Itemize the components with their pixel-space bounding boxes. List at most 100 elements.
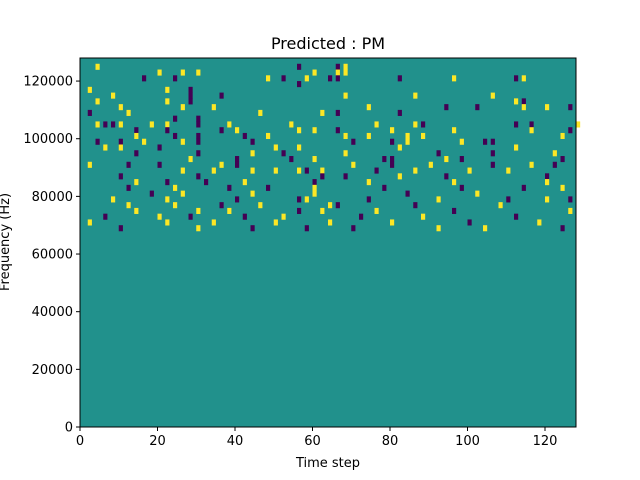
heatmap-cell — [397, 75, 402, 82]
heatmap-cell — [180, 138, 185, 145]
heatmap-cell — [118, 138, 123, 145]
y-axis-ticks: 0 20000 40000 60000 80000 100000 120000 — [23, 75, 80, 436]
heatmap-cell — [250, 225, 255, 232]
heatmap-cell — [413, 92, 418, 99]
heatmap-cell — [165, 196, 170, 203]
heatmap-cell — [521, 75, 526, 82]
heatmap-cell — [126, 161, 131, 168]
heatmap-cell — [211, 104, 216, 111]
heatmap-cell — [188, 156, 193, 163]
heatmap-cell — [126, 184, 131, 191]
heatmap-cell — [312, 127, 317, 134]
heatmap-cell — [545, 179, 550, 186]
heatmap-cell — [157, 213, 162, 220]
heatmap-cell — [366, 104, 371, 111]
heatmap-cell — [227, 121, 232, 128]
heatmap-cell — [196, 69, 201, 76]
heatmap-cell — [568, 104, 573, 111]
heatmap-cell — [413, 167, 418, 174]
heatmap-cell — [452, 75, 457, 82]
heatmap-cell — [335, 69, 340, 76]
heatmap-cell — [219, 127, 224, 134]
heatmap-cell — [126, 202, 131, 209]
heatmap-cell — [483, 225, 488, 232]
heatmap-cell — [390, 219, 395, 226]
heatmap-cell — [452, 179, 457, 186]
heatmap-cell — [568, 127, 573, 134]
heatmap-cell — [312, 190, 317, 197]
heatmap-cell — [421, 132, 426, 140]
heatmap-cell — [173, 115, 178, 122]
heatmap-cell — [529, 127, 534, 134]
heatmap-cell — [149, 190, 154, 197]
x-tick-label: 60 — [304, 434, 321, 449]
heatmap-cell — [397, 109, 402, 116]
heatmap-cell — [459, 184, 464, 191]
heatmap-cell — [552, 161, 557, 168]
heatmap-cell — [483, 138, 488, 145]
heatmap-cell — [568, 196, 573, 203]
x-tick-label: 40 — [227, 434, 244, 449]
heatmap-cell — [343, 173, 348, 180]
heatmap-cell — [250, 138, 255, 145]
heatmap-cell — [475, 190, 480, 197]
heatmap-cell — [374, 121, 379, 128]
heatmap-cell — [560, 156, 565, 163]
heatmap-cell — [390, 127, 395, 134]
heatmap-cell — [560, 184, 565, 191]
heatmap-cell — [366, 196, 371, 203]
heatmap-cell — [165, 179, 170, 186]
plot-frame — [79, 57, 577, 428]
heatmap-cell — [242, 179, 247, 186]
heatmap-cell — [165, 219, 170, 226]
heatmap-cell — [173, 202, 178, 209]
heatmap-cell — [452, 207, 457, 214]
heatmap-cell — [304, 225, 309, 232]
heatmap-cell — [490, 92, 495, 99]
heatmap-cell — [157, 161, 162, 168]
heatmap-cell — [343, 69, 348, 76]
heatmap-cell — [366, 179, 371, 186]
x-tick-label: 120 — [533, 434, 558, 449]
heatmap-cell — [188, 92, 193, 99]
heatmap-cell — [320, 207, 325, 214]
heatmap-cell — [382, 184, 387, 191]
heatmap-cell — [173, 132, 178, 140]
heatmap-cell — [134, 150, 139, 157]
heatmap-cell — [266, 132, 271, 140]
heatmap-cell — [134, 127, 139, 134]
heatmap-cell — [242, 132, 247, 140]
heatmap-cell — [320, 109, 325, 116]
heatmap-cell — [521, 104, 526, 111]
heatmap-cell — [390, 161, 395, 168]
heatmap-cell — [87, 86, 92, 93]
heatmap-cell — [304, 167, 309, 174]
heatmap-cell — [343, 132, 348, 140]
heatmap-cell — [95, 138, 100, 145]
x-axis-label: Time step — [295, 456, 360, 471]
heatmap-cell — [273, 144, 278, 151]
heatmap-cell — [149, 121, 154, 128]
heatmap-cell — [343, 150, 348, 157]
heatmap-cell — [405, 138, 410, 145]
heatmap-cell — [196, 173, 201, 180]
heatmap-cell — [126, 109, 131, 116]
heatmap-cell — [374, 207, 379, 214]
heatmap-cell — [320, 167, 325, 174]
heatmap-cell — [529, 121, 534, 128]
x-axis-ticks: 0 20 40 60 80 100 120 — [76, 427, 558, 449]
heatmap-cell — [312, 69, 317, 76]
heatmap-cell — [95, 121, 100, 128]
heatmap-cell — [211, 219, 216, 226]
heatmap-cell — [490, 138, 495, 145]
heatmap-cell — [118, 121, 123, 128]
heatmap-cell — [552, 150, 557, 157]
heatmap-cell — [335, 75, 340, 82]
y-tick-label: 80000 — [32, 190, 73, 205]
heatmap-cell — [196, 150, 201, 157]
heatmap-cell — [304, 75, 309, 82]
heatmap-cell — [335, 202, 340, 209]
heatmap-cell — [111, 121, 116, 128]
heatmap-cell — [196, 207, 201, 214]
heatmap-cell — [273, 167, 278, 174]
